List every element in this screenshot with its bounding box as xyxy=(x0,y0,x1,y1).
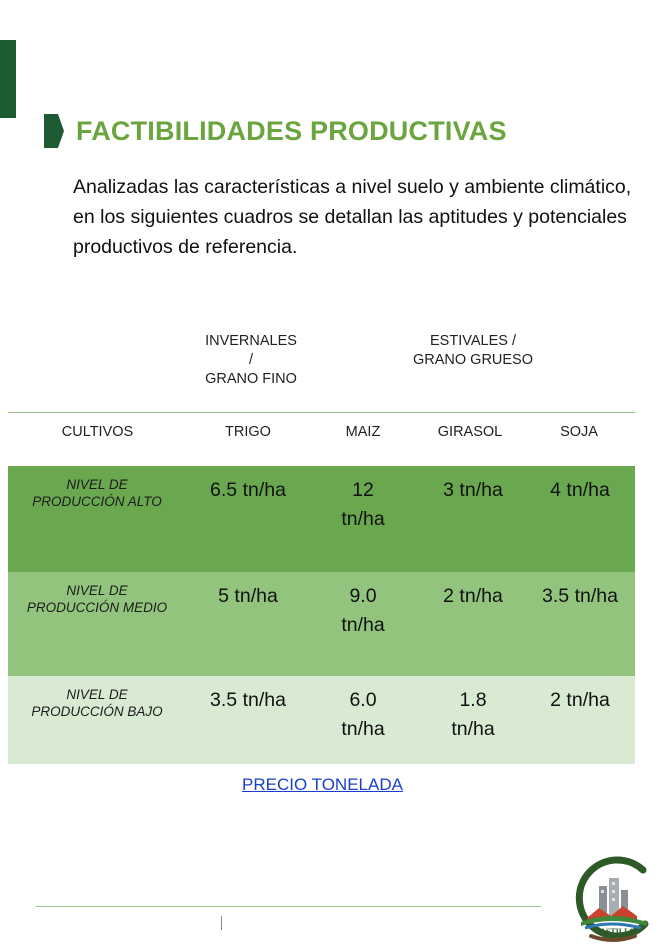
cell-trigo: 5 tn/ha xyxy=(218,585,278,607)
column-header-cultivos: CULTIVOS xyxy=(61,424,134,440)
cell-trigo: 3.5 tn/ha xyxy=(210,689,286,711)
cell-line: tn/ha xyxy=(341,614,385,636)
row-label: NIVEL DE PRODUCCIÓN BAJO xyxy=(22,686,172,720)
column-header-maiz: MAIZ xyxy=(345,424,381,440)
heading-arrow-icon xyxy=(44,114,64,148)
table-divider xyxy=(8,412,635,413)
row-label-line: NIVEL DE xyxy=(66,687,128,702)
group-header-invernales: INVERNALES / GRANO FINO xyxy=(190,332,312,389)
cell-line: 6.0 xyxy=(349,689,377,711)
cell-soja: 2 tn/ha xyxy=(550,689,610,711)
row-label: NIVEL DE PRODUCCIÓN ALTO xyxy=(22,476,172,510)
precio-tonelada-link[interactable]: PRECIO TONELADA xyxy=(242,775,403,794)
footer-divider xyxy=(36,906,541,907)
group-header-line: GRANO FINO xyxy=(205,371,297,387)
cell-trigo: 6.5 tn/ha xyxy=(210,479,286,501)
cell-soja: 3.5 tn/ha xyxy=(542,585,618,607)
row-label-line: PRODUCCIÓN ALTO xyxy=(32,494,162,509)
group-header-estivales: ESTIVALES / GRANO GRUESO xyxy=(398,332,548,370)
row-label-line: NIVEL DE xyxy=(66,477,128,492)
row-label-line: PRODUCCIÓN BAJO xyxy=(31,704,163,719)
group-header-line: INVERNALES xyxy=(205,333,297,349)
row-label-line: PRODUCCIÓN MEDIO xyxy=(26,600,168,615)
intro-paragraph: Analizadas las características a nivel s… xyxy=(73,176,632,258)
cell-line: tn/ha xyxy=(451,718,495,740)
row-label-line: NIVEL DE xyxy=(66,583,128,598)
column-header-soja: SOJA xyxy=(560,424,598,440)
cell-line: 12 xyxy=(352,479,374,501)
cell-line: 1.8 xyxy=(459,689,487,711)
cell-maiz: 9.0 tn/ha xyxy=(318,582,408,640)
cell-line: 9.0 xyxy=(349,585,377,607)
section-heading: FACTIBILIDADES PRODUCTIVAS xyxy=(44,114,507,148)
column-header-trigo: TRIGO xyxy=(225,424,271,440)
group-header-line: / xyxy=(248,352,254,368)
table-row-alto: NIVEL DE PRODUCCIÓN ALTO 6.5 tn/ha 12 tn… xyxy=(8,466,635,572)
logo-text: CASTILLO xyxy=(594,927,635,936)
cell-maiz: 12 tn/ha xyxy=(318,476,408,534)
cell-soja: 4 tn/ha xyxy=(550,479,610,501)
cell-line: tn/ha xyxy=(341,718,385,740)
row-label: NIVEL DE PRODUCCIÓN MEDIO xyxy=(22,582,172,616)
column-header-girasol: GIRASOL xyxy=(437,424,503,440)
page-title: FACTIBILIDADES PRODUCTIVAS xyxy=(76,115,507,146)
table-row-medio: NIVEL DE PRODUCCIÓN MEDIO 5 tn/ha 9.0 tn… xyxy=(8,572,635,676)
left-accent-bar xyxy=(0,40,16,118)
footer-tick xyxy=(221,916,222,930)
cell-girasol: 2 tn/ha xyxy=(443,585,503,607)
group-header-line: GRANO GRUESO xyxy=(412,352,534,368)
cell-girasol: 3 tn/ha xyxy=(443,479,503,501)
table-row-bajo: NIVEL DE PRODUCCIÓN BAJO 3.5 tn/ha 6.0 t… xyxy=(8,676,635,764)
castillo-logo: CASTILLO xyxy=(575,856,649,942)
cell-line: tn/ha xyxy=(341,508,385,530)
cell-maiz: 6.0 tn/ha xyxy=(318,686,408,744)
group-header-line: ESTIVALES / xyxy=(430,333,516,349)
cell-girasol: 1.8 tn/ha xyxy=(418,686,528,744)
